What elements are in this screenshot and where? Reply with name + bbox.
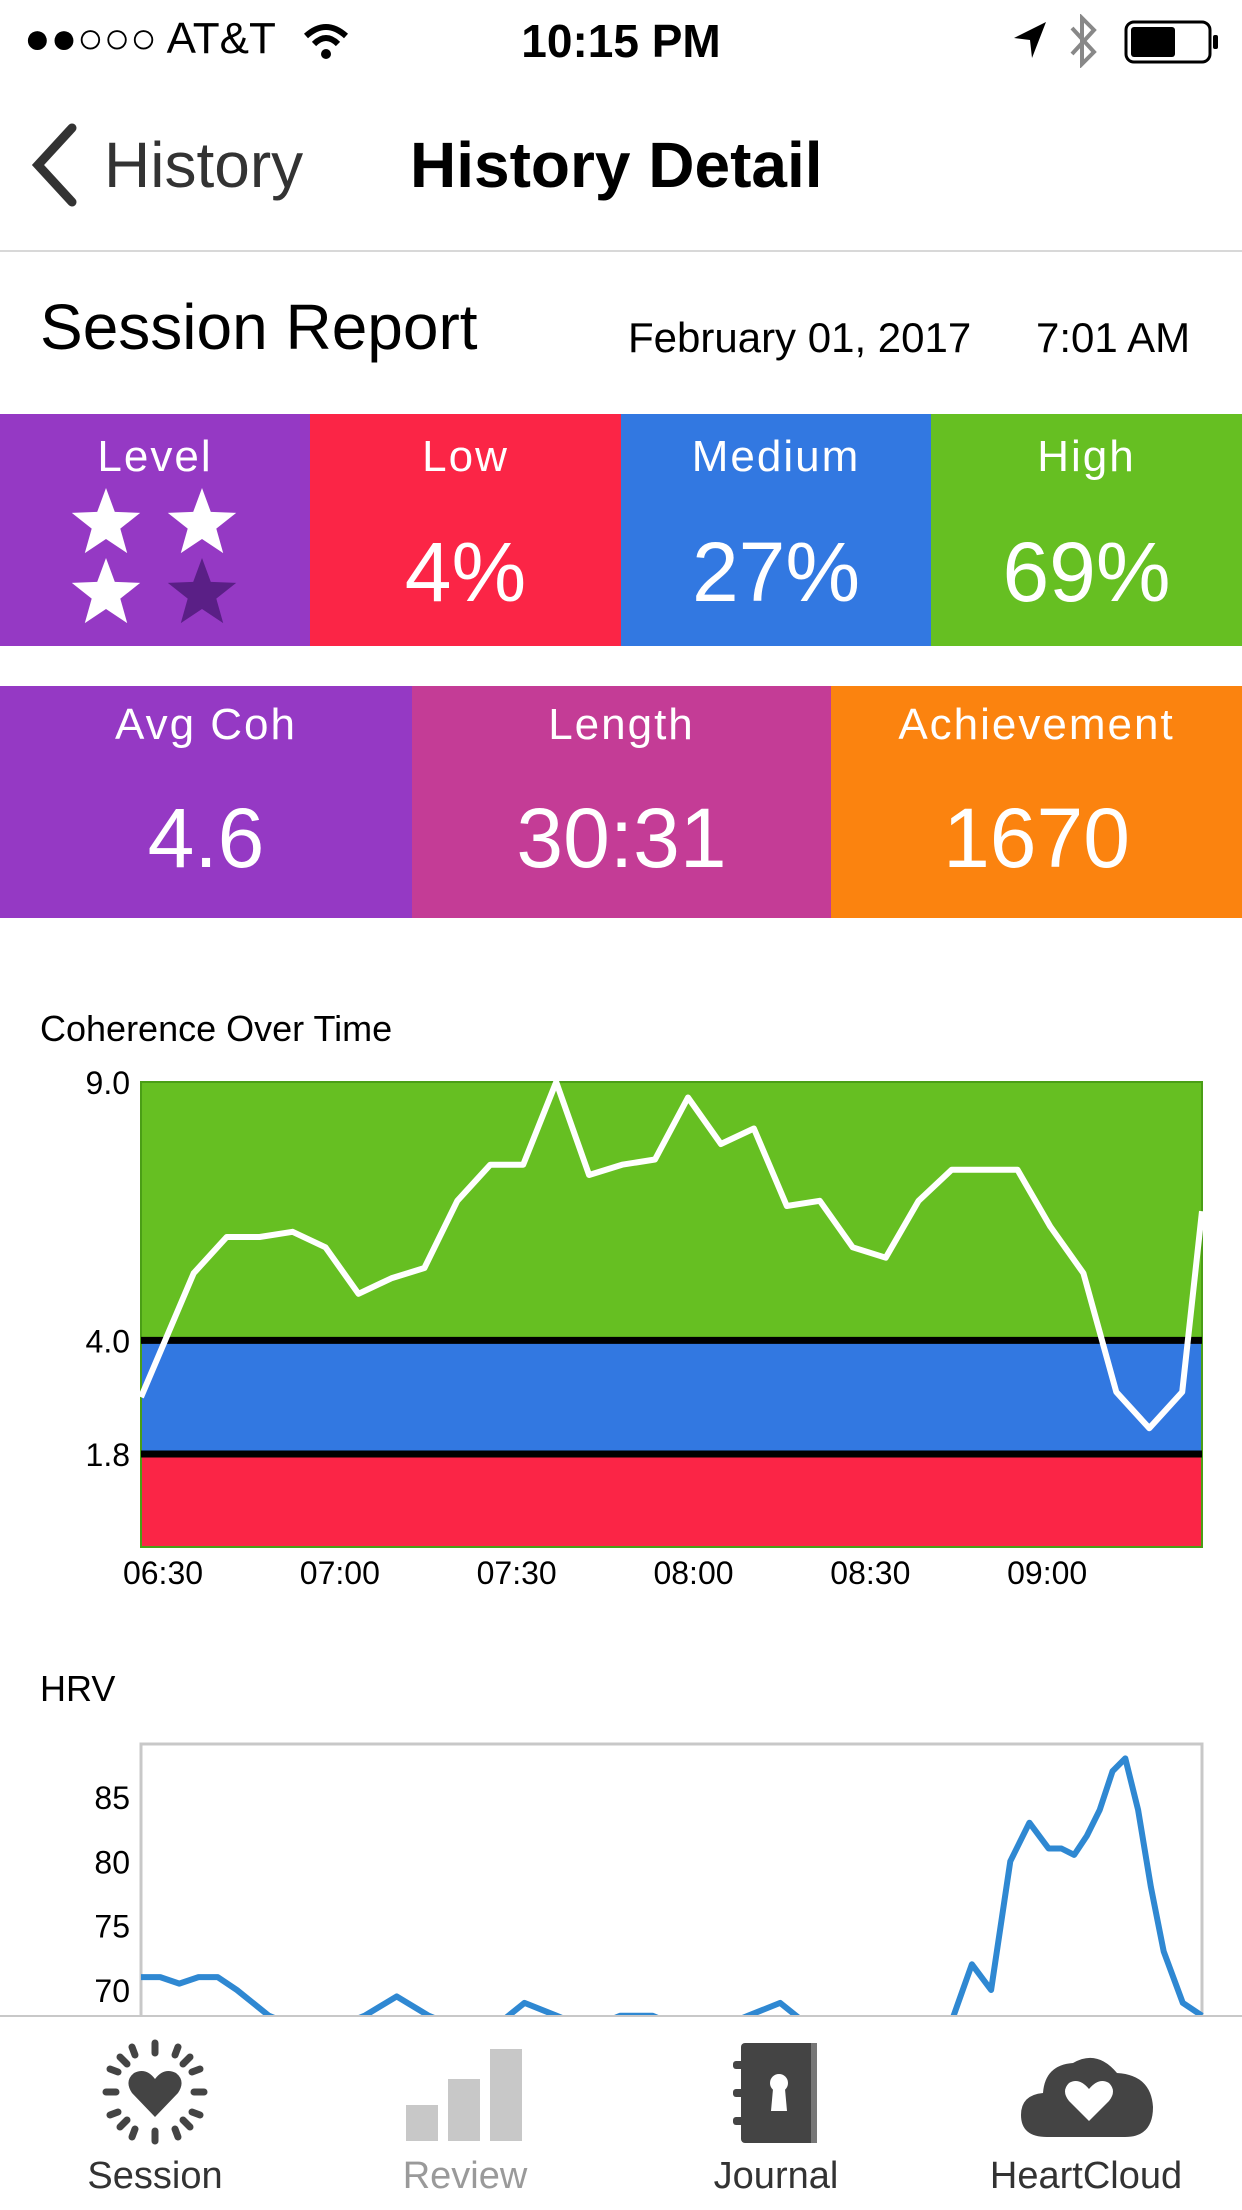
- hrv-line: [141, 1755, 1204, 2015]
- session-date: February 01, 2017: [628, 314, 972, 361]
- achievement-tile: Achievement 1670: [831, 686, 1242, 918]
- tab-review[interactable]: Review: [310, 2017, 620, 2210]
- session-report-title: Session Report: [40, 291, 478, 363]
- journal-icon: [733, 2043, 817, 2143]
- hrv-y-tick-label: 70: [94, 1973, 130, 2009]
- hrv-y-tick-label: 85: [94, 1780, 130, 1816]
- hrv-chart: 85 80 75 70: [94, 1742, 1204, 2015]
- x-tick-label: 08:00: [653, 1555, 733, 1591]
- coherence-line: [138, 1079, 1205, 1432]
- y-tick-label: 9.0: [86, 1065, 130, 1101]
- back-label[interactable]: History: [104, 129, 304, 201]
- level-label: Level: [97, 432, 213, 481]
- coherence-chart: 9.0 4.0 1.8 06:30 07:00 07:30 08:00 08:30 09:00: [86, 1065, 1205, 1591]
- tab-journal-label: Journal: [713, 2155, 839, 2197]
- tab-heartcloud[interactable]: HeartCloud: [931, 2017, 1241, 2210]
- medium-tile: Medium 27%: [621, 414, 931, 646]
- tab-bar: Session Review Journal HeartCloud: [0, 2015, 1242, 2210]
- high-value: 69%: [1002, 525, 1171, 619]
- length-value: 30:31: [516, 791, 727, 885]
- x-tick-label: 07:00: [300, 1555, 380, 1591]
- wifi-icon: [303, 24, 349, 59]
- location-arrow-icon: [1014, 22, 1046, 58]
- high-label: High: [1037, 432, 1136, 481]
- battery-icon: [1124, 20, 1218, 64]
- nav-bar: History History Detail: [0, 80, 1242, 252]
- star-filled-icon: [71, 488, 141, 554]
- x-tick-label: 07:30: [477, 1555, 557, 1591]
- band-0: [141, 1454, 1202, 1547]
- low-label: Low: [422, 432, 509, 481]
- status-bar: ●●○○○ AT&T 10:15 PM: [0, 0, 1242, 80]
- achievement-label: Achievement: [898, 700, 1175, 749]
- star-filled-icon: [71, 558, 141, 624]
- length-tile: Length 30:31: [412, 686, 831, 918]
- status-time: 10:15 PM: [521, 15, 721, 67]
- avg-coh-label: Avg Coh: [115, 700, 297, 749]
- medium-value: 27%: [691, 525, 861, 619]
- star-empty-icon: [167, 558, 237, 624]
- band-1: [141, 1340, 1202, 1454]
- hrv-y-tick-label: 80: [94, 1844, 130, 1880]
- low-tile: Low 4%: [310, 414, 621, 646]
- carrier-label: ●●○○○ AT&T: [24, 14, 276, 63]
- tab-session-label: Session: [87, 2155, 223, 2197]
- y-tick-label: 4.0: [86, 1323, 130, 1359]
- tab-heartcloud-label: HeartCloud: [989, 2155, 1183, 2197]
- y-tick-label: 1.8: [86, 1437, 130, 1473]
- x-tick-label: 09:00: [1007, 1555, 1087, 1591]
- hrv-chart-title: HRV: [40, 1668, 116, 1709]
- heart-cloud-icon: [1021, 2057, 1153, 2137]
- bar-chart-icon: [406, 2049, 522, 2141]
- avg-coh-value: 4.6: [147, 791, 265, 885]
- avg-coh-tile: Avg Coh 4.6: [0, 686, 412, 918]
- hrv-y-tick-label: 75: [94, 1909, 130, 1945]
- achievement-value: 1670: [943, 791, 1130, 885]
- heart-sun-icon: [102, 2039, 208, 2145]
- star-filled-icon: [167, 488, 237, 554]
- x-tick-label: 06:30: [123, 1555, 203, 1591]
- x-tick-label: 08:30: [830, 1555, 910, 1591]
- back-button[interactable]: [20, 110, 330, 220]
- hrv-plot-border: [139, 1742, 1204, 2015]
- length-label: Length: [548, 700, 695, 749]
- medium-label: Medium: [691, 432, 861, 481]
- coherence-chart-title: Coherence Over Time: [40, 1008, 393, 1049]
- session-time: 7:01 AM: [1036, 314, 1191, 361]
- level-stars-icon: [71, 488, 237, 624]
- low-value: 4%: [404, 525, 527, 619]
- level-tile: Level: [0, 414, 310, 646]
- tab-journal[interactable]: Journal: [621, 2017, 931, 2210]
- page-title: History Detail: [410, 129, 823, 201]
- tab-session[interactable]: Session: [0, 2017, 310, 2210]
- bluetooth-icon: [1070, 14, 1097, 68]
- chevron-left-icon: [31, 123, 77, 207]
- high-tile: High 69%: [931, 414, 1242, 646]
- tab-review-label: Review: [402, 2155, 528, 2197]
- plot-border: [140, 1081, 1203, 1548]
